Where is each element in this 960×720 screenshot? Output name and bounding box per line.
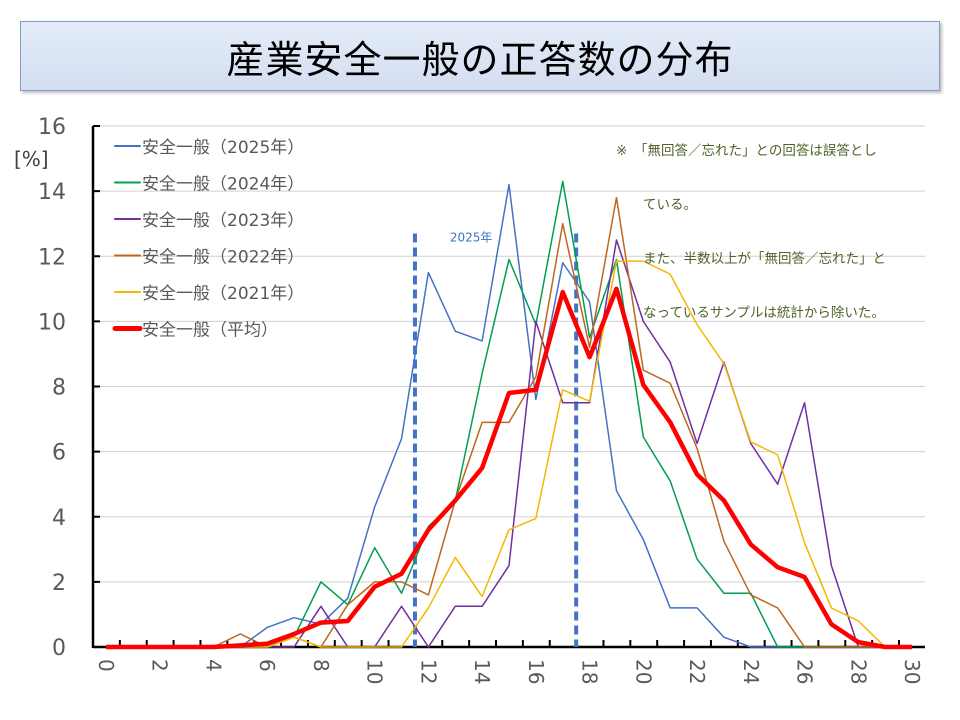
series-line — [106, 286, 912, 650]
x-tick-label: 16 — [524, 659, 548, 684]
x-tick-label: 4 — [201, 659, 225, 672]
x-tick-label: 10 — [363, 659, 387, 684]
chart-title: 産業安全一般の正答数の分布 — [226, 37, 734, 82]
x-tick-label: 28 — [846, 659, 870, 684]
footnote-line: ている。 — [616, 197, 697, 213]
footnote-line: また、半数以上が「無回答／忘れた」と — [616, 251, 886, 267]
series-5 — [105, 286, 913, 650]
x-tick-label: 2 — [148, 659, 172, 672]
y-tick-label: 16 — [38, 115, 66, 140]
y-tick-label: 0 — [52, 636, 66, 661]
y-tick-label: 4 — [52, 506, 66, 531]
legend-label: 安全一般（2022年） — [142, 248, 304, 268]
legend-label: 安全一般（2024年） — [142, 175, 304, 195]
x-tick-label: 24 — [739, 659, 763, 684]
y-tick-label: 6 — [52, 441, 66, 466]
footnote-line: ※ 「無回答／忘れた」との回答は誤答とし — [616, 143, 877, 159]
legend-label: 安全一般（2023年） — [142, 211, 304, 231]
x-tick-label: 18 — [578, 659, 602, 684]
y-tick-label: 8 — [52, 376, 66, 401]
footnote: ※ 「無回答／忘れた」との回答は誤答とし ている。 また、半数以上が「無回答／忘… — [616, 106, 886, 340]
x-tick-label: 6 — [255, 659, 279, 672]
y-axis-label: [%] — [14, 147, 49, 171]
chart-title-box: 産業安全一般の正答数の分布 — [20, 21, 940, 91]
y-tick-label: 12 — [38, 245, 66, 270]
footnote-line: なっているサンプルは統計から除いた。 — [616, 305, 885, 321]
x-tick-label: 22 — [685, 659, 709, 684]
x-tick-label: 26 — [793, 659, 817, 684]
legend-label: 安全一般（2025年） — [142, 138, 304, 158]
legend-label: 安全一般（2021年） — [142, 284, 304, 304]
y-tick-label: 14 — [38, 180, 66, 205]
x-tick-label: 14 — [470, 659, 494, 684]
x-tick-label: 8 — [309, 659, 333, 672]
x-tick-label: 20 — [631, 659, 655, 684]
x-tick-label: 12 — [416, 659, 440, 684]
annotation-label: 2025年 — [450, 231, 493, 245]
x-tick-label: 30 — [900, 659, 924, 684]
y-tick-label: 2 — [52, 571, 66, 596]
y-tick-label: 10 — [38, 310, 66, 335]
x-tick-label: 0 — [94, 659, 118, 672]
legend-label: 安全一般（平均） — [142, 321, 278, 341]
